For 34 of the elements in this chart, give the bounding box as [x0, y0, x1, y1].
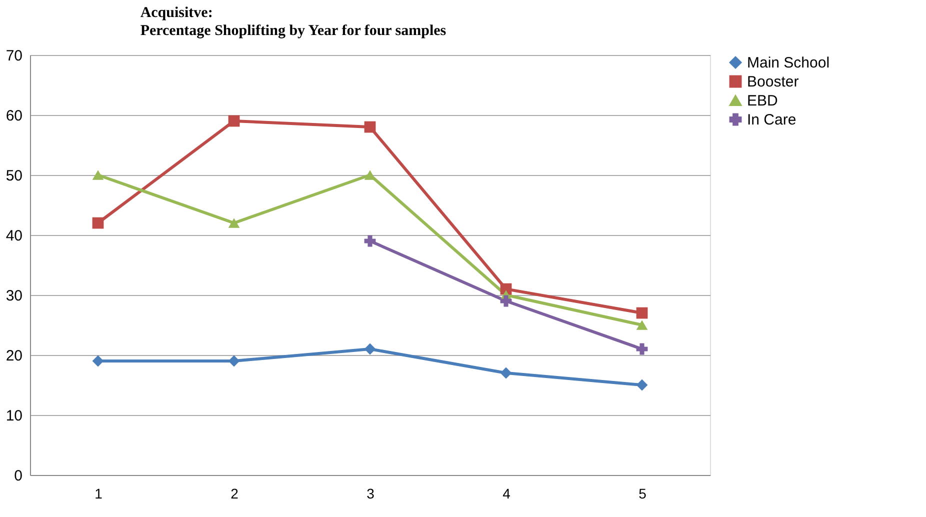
point [92, 355, 104, 367]
point [364, 121, 376, 133]
point [636, 320, 648, 330]
legend-label: Main School [747, 54, 830, 72]
point [500, 295, 512, 307]
legend-label: EBD [747, 92, 778, 110]
point [228, 115, 240, 127]
x-tick-label: 2 [230, 486, 239, 502]
x-tick-label: 3 [366, 486, 375, 502]
chart-title: Acquisitve: [140, 5, 213, 21]
y-tick-label: 50 [6, 168, 22, 184]
y-tick-label: 30 [6, 288, 22, 304]
point [636, 307, 648, 319]
point [364, 343, 376, 355]
point [364, 235, 376, 247]
x-tick-label: 1 [94, 486, 103, 502]
point [636, 379, 648, 391]
point [636, 343, 648, 355]
y-tick-label: 60 [6, 108, 22, 124]
x-tick-label: 4 [502, 486, 511, 502]
x-tick-label: 5 [638, 486, 647, 502]
point [500, 367, 512, 379]
chart-subtitle: Percentage Shoplifting by Year for four samples [140, 23, 446, 39]
point [228, 355, 240, 367]
point [228, 218, 240, 228]
y-tick-label: 0 [14, 468, 22, 484]
y-tick-label: 40 [6, 228, 22, 244]
point [92, 217, 104, 229]
point [92, 170, 104, 180]
y-tick-label: 70 [6, 48, 22, 64]
y-tick-label: 10 [6, 408, 22, 424]
y-tick-label: 20 [6, 348, 22, 364]
legend-label: Booster [747, 74, 799, 90]
legend-label: In Care [747, 112, 796, 128]
